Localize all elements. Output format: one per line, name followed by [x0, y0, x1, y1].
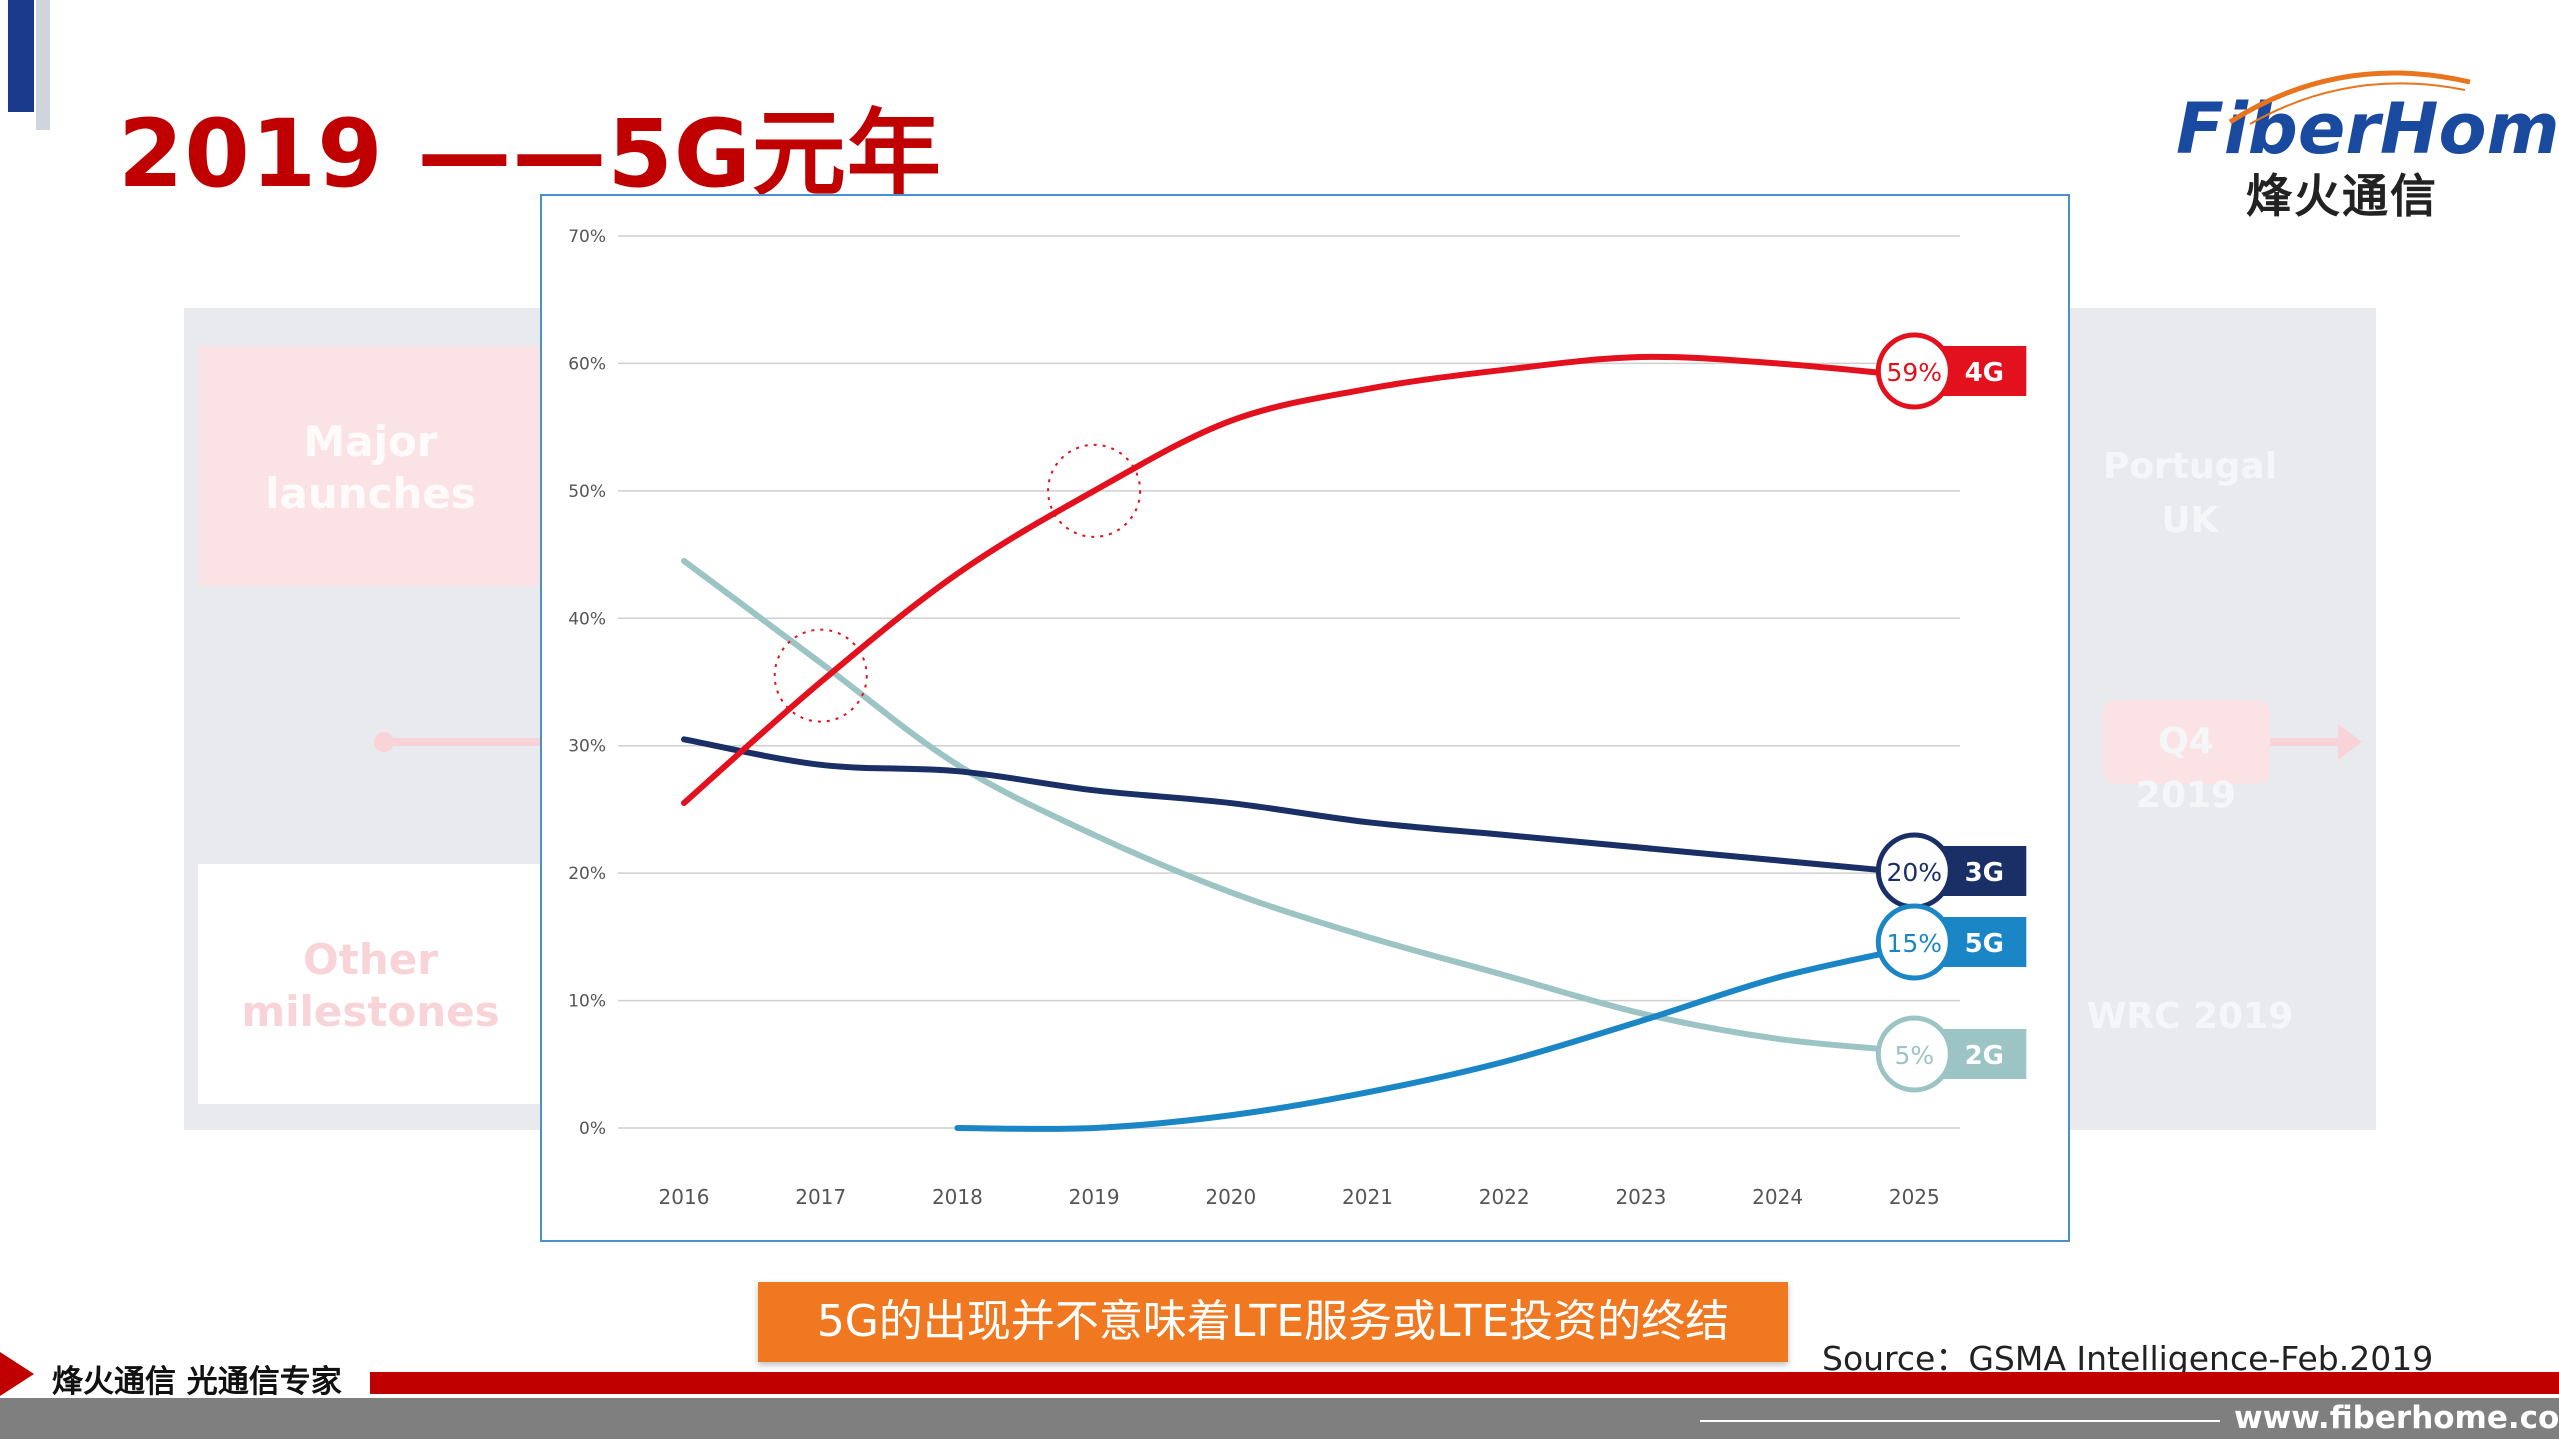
ghost-pill-q4-2019 [2102, 700, 2270, 784]
ghost-label-major-launches: Major launches [198, 416, 543, 520]
ghost-label-q4-2019: Q4 2019 [2135, 721, 2237, 816]
logo-chinese: 烽火通信 [2246, 169, 2438, 223]
footer-url-link[interactable]: www.fiberhome.com [2234, 1400, 2559, 1436]
ghost-label-other-milestones: Other milestones [198, 934, 543, 1038]
series-tag-2g [1942, 1029, 2027, 1079]
ghost-line: Portugal [2102, 446, 2278, 487]
y-tick-label: 40% [568, 609, 606, 629]
highlight-circle [773, 628, 868, 723]
logo-swoosh-icon [2228, 70, 2471, 125]
y-tick-label: 50% [568, 482, 606, 502]
series-tag-4g [1942, 346, 2027, 396]
footer-red-bar [370, 1372, 2559, 1394]
footer-triangle-icon [0, 1352, 34, 1396]
end-value-circle [1875, 903, 1953, 981]
footer-divider [1700, 1420, 2220, 1422]
accent-bar-secondary [36, 0, 50, 130]
logo-fiberhome: FiberHome [2176, 88, 2559, 170]
ghost-line: Other [303, 935, 438, 984]
series-name-label: 5G [1965, 929, 2004, 959]
source-note: Source：GSMA Intelligence-Feb.2019 [1822, 1339, 2434, 1378]
highlight-circle [1047, 443, 1142, 538]
page-title: 2019 ——5G元年 [118, 100, 942, 209]
y-tick-label: 70% [568, 227, 606, 247]
ghost-arrow-left [374, 732, 550, 752]
x-tick-label: 2022 [1479, 1185, 1530, 1209]
y-tick-label: 0% [579, 1119, 606, 1139]
series-tag-3g [1942, 846, 2027, 896]
footer-gray-bar [0, 1398, 2559, 1439]
ghost-label-portugal-uk: Portugal UK [2070, 440, 2310, 548]
y-tick-label: 20% [568, 864, 606, 884]
x-tick-label: 2023 [1615, 1185, 1666, 1209]
x-tick-label: 2018 [932, 1185, 983, 1209]
ghost-label-wrc-2019: WRC 2019 [2086, 996, 2294, 1037]
ghost-line: launches [265, 469, 476, 518]
takeaway-banner: 5G的出现并不意味着LTE服务或LTE投资的终结 [758, 1282, 1788, 1362]
series-name-label: 2G [1965, 1041, 2004, 1071]
x-tick-label: 2025 [1889, 1185, 1940, 1209]
series-name-label: 3G [1965, 858, 2004, 888]
series-line-3g [681, 736, 1918, 877]
end-value-label: 15% [1887, 929, 1943, 958]
y-tick-label: 60% [568, 354, 606, 374]
series-name-label: 4G [1965, 358, 2004, 388]
end-value-circle [1875, 332, 1953, 410]
line-chart: 0% 10% 20% 30% 40% 50% 60% 70% 2016 2017 2018 2019 2… [568, 227, 2027, 1209]
end-value-circle [1875, 1015, 1953, 1093]
ghost-box-major-launches [198, 346, 543, 586]
x-tick-label: 2019 [1069, 1185, 1120, 1209]
ghost-line: milestones [241, 987, 500, 1036]
y-tick-label: 10% [568, 992, 606, 1012]
x-tick-label: 2017 [795, 1185, 846, 1209]
x-tick-label: 2020 [1205, 1185, 1256, 1209]
accent-bar [8, 0, 34, 112]
end-value-label: 20% [1887, 858, 1943, 887]
series-line-5g [954, 944, 1918, 1132]
series-tag-5g [1942, 917, 2027, 967]
ghost-line: UK [2161, 500, 2219, 541]
footer-slogan: 烽火通信 光通信专家 [52, 1364, 342, 1400]
ghost-arrow-right [2270, 724, 2362, 760]
ghost-line: Major [303, 417, 438, 466]
x-tick-label: 2024 [1752, 1185, 1803, 1209]
x-tick-label: 2021 [1342, 1185, 1393, 1209]
x-tick-label: 2016 [659, 1185, 710, 1209]
y-tick-label: 30% [568, 737, 606, 757]
end-value-label: 5% [1894, 1041, 1934, 1070]
series-line-2g [681, 557, 1918, 1055]
series-line-4g [681, 353, 1918, 807]
end-value-label: 59% [1887, 358, 1943, 387]
ghost-box-other-milestones [198, 864, 543, 1104]
